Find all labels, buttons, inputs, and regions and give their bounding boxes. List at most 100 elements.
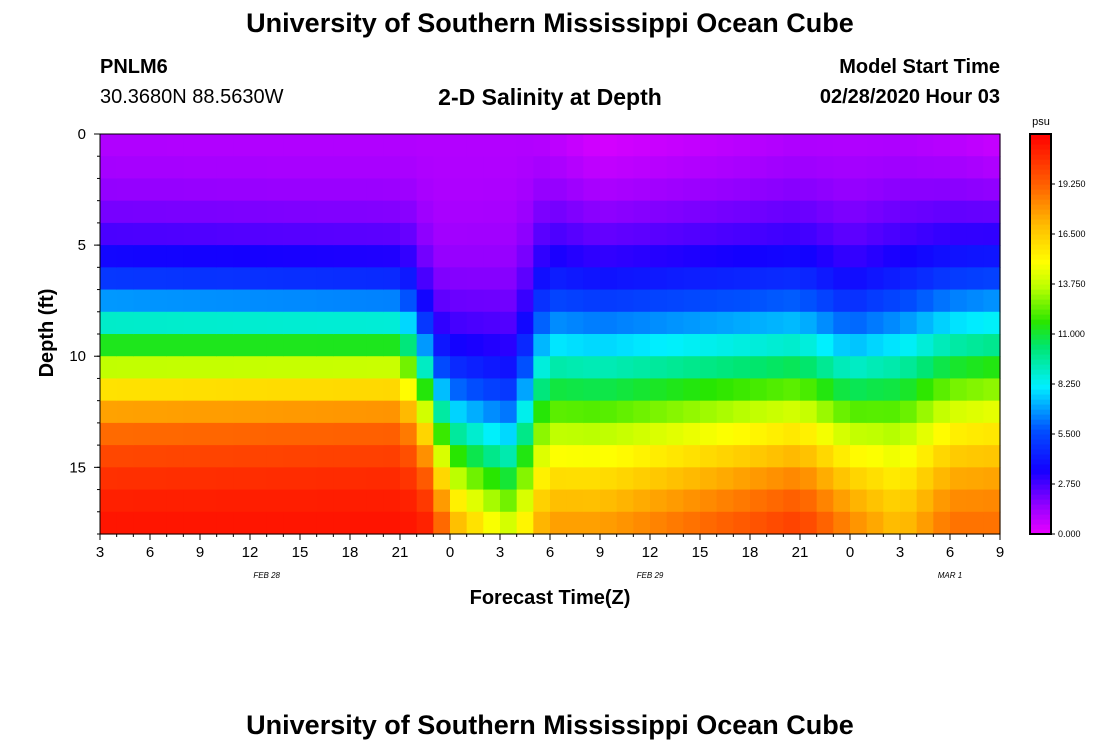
heatmap-cell (533, 289, 551, 313)
heatmap-cell (100, 200, 118, 224)
heatmap-cell (166, 289, 184, 313)
heatmap-cell (816, 222, 834, 246)
colorbar-segment (1030, 509, 1051, 515)
heatmap-cell (500, 222, 518, 246)
heatmap-cell (850, 467, 868, 491)
heatmap-cell (166, 245, 184, 268)
heatmap-cell (366, 245, 384, 268)
x-tick-label: 18 (742, 544, 759, 561)
heatmap-cell (866, 245, 884, 268)
colorbar-segment (1030, 384, 1051, 390)
date-label: FEB 29 (637, 571, 664, 580)
heatmap-cell (233, 378, 251, 402)
heatmap-cell (766, 378, 784, 402)
heatmap-cell (166, 178, 184, 202)
colorbar-segment (1030, 329, 1051, 335)
colorbar-segment (1030, 214, 1051, 220)
heatmap-cell (516, 245, 534, 268)
colorbar-segment (1030, 459, 1051, 465)
heatmap-cell (950, 311, 968, 335)
heatmap-cell (633, 178, 651, 202)
heatmap-cell (516, 178, 534, 202)
heatmap-cell (600, 400, 618, 424)
heatmap-cell (983, 356, 1001, 380)
heatmap-cell (100, 156, 118, 180)
heatmap-cell (966, 378, 984, 402)
heatmap-cell (683, 134, 701, 157)
heatmap-cell (533, 378, 551, 402)
colorbar-segment (1030, 229, 1051, 235)
heatmap-cell (916, 289, 934, 313)
heatmap-cell (150, 245, 168, 268)
heatmap-cell (133, 489, 151, 513)
heatmap-cell (983, 334, 1001, 357)
heatmap-cell (900, 289, 918, 313)
heatmap-cell (666, 289, 684, 313)
heatmap-cell (816, 200, 834, 224)
heatmap-cell (866, 378, 884, 402)
heatmap-cell (783, 245, 801, 268)
heatmap-cell (600, 511, 618, 535)
heatmap-cell (216, 267, 234, 291)
heatmap-cell (750, 467, 768, 491)
heatmap-cell (650, 445, 668, 468)
heatmap-cell (283, 134, 301, 157)
colorbar-segment (1030, 174, 1051, 180)
heatmap-cell (633, 156, 651, 180)
colorbar-segment (1030, 149, 1051, 155)
colorbar-segment (1030, 349, 1051, 355)
heatmap-cell (816, 467, 834, 491)
heatmap-cell (683, 489, 701, 513)
colorbar-segment (1030, 379, 1051, 385)
heatmap-cell (283, 245, 301, 268)
heatmap-cell (666, 334, 684, 357)
heatmap-cell (383, 200, 401, 224)
heatmap-cell (116, 378, 134, 402)
heatmap-cell (450, 356, 468, 380)
colorbar-segment (1030, 244, 1051, 250)
heatmap-cell (416, 156, 434, 180)
heatmap-cell (783, 267, 801, 291)
heatmap-cell (950, 156, 968, 180)
heatmap-cell (100, 289, 118, 313)
heatmap-cell (850, 400, 868, 424)
heatmap-cell (733, 200, 751, 224)
heatmap-cell (383, 467, 401, 491)
colorbar-segment (1030, 404, 1051, 410)
heatmap-cell (866, 156, 884, 180)
heatmap-cell (583, 267, 601, 291)
heatmap-cell (400, 222, 418, 246)
heatmap-cell (816, 422, 834, 446)
x-tick-label: 21 (392, 544, 409, 561)
heatmap-cell (100, 400, 118, 424)
heatmap-cell (716, 200, 734, 224)
heatmap-cell (200, 378, 218, 402)
date-label: MAR 1 (938, 571, 962, 580)
heatmap-cell (150, 178, 168, 202)
heatmap-cell (216, 400, 234, 424)
heatmap-cell (366, 400, 384, 424)
heatmap-cell (333, 467, 351, 491)
heatmap-cell (933, 245, 951, 268)
heatmap-cell (883, 445, 901, 468)
heatmap-cell (183, 511, 201, 535)
heatmap-cell (300, 489, 318, 513)
heatmap-cell (333, 200, 351, 224)
heatmap-cell (350, 200, 368, 224)
heatmap-cell (433, 200, 451, 224)
heatmap-cell (666, 267, 684, 291)
heatmap-cell (466, 445, 484, 468)
heatmap-cell (733, 489, 751, 513)
heatmap-cell (900, 511, 918, 535)
heatmap-cell (233, 400, 251, 424)
heatmap-cell (883, 356, 901, 380)
heatmap-cell (983, 511, 1001, 535)
heatmap-cell (466, 245, 484, 268)
heatmap-cell (383, 489, 401, 513)
salinity-colorbar: 0.000 2.750 5.500 8.250 11.000 13.750 16.500 19… (1029, 133, 1086, 539)
heatmap-cell (250, 267, 268, 291)
heatmap-cell (450, 511, 468, 535)
heatmap-cell (533, 356, 551, 380)
heatmap-cell (116, 400, 134, 424)
heatmap-cell (250, 445, 268, 468)
